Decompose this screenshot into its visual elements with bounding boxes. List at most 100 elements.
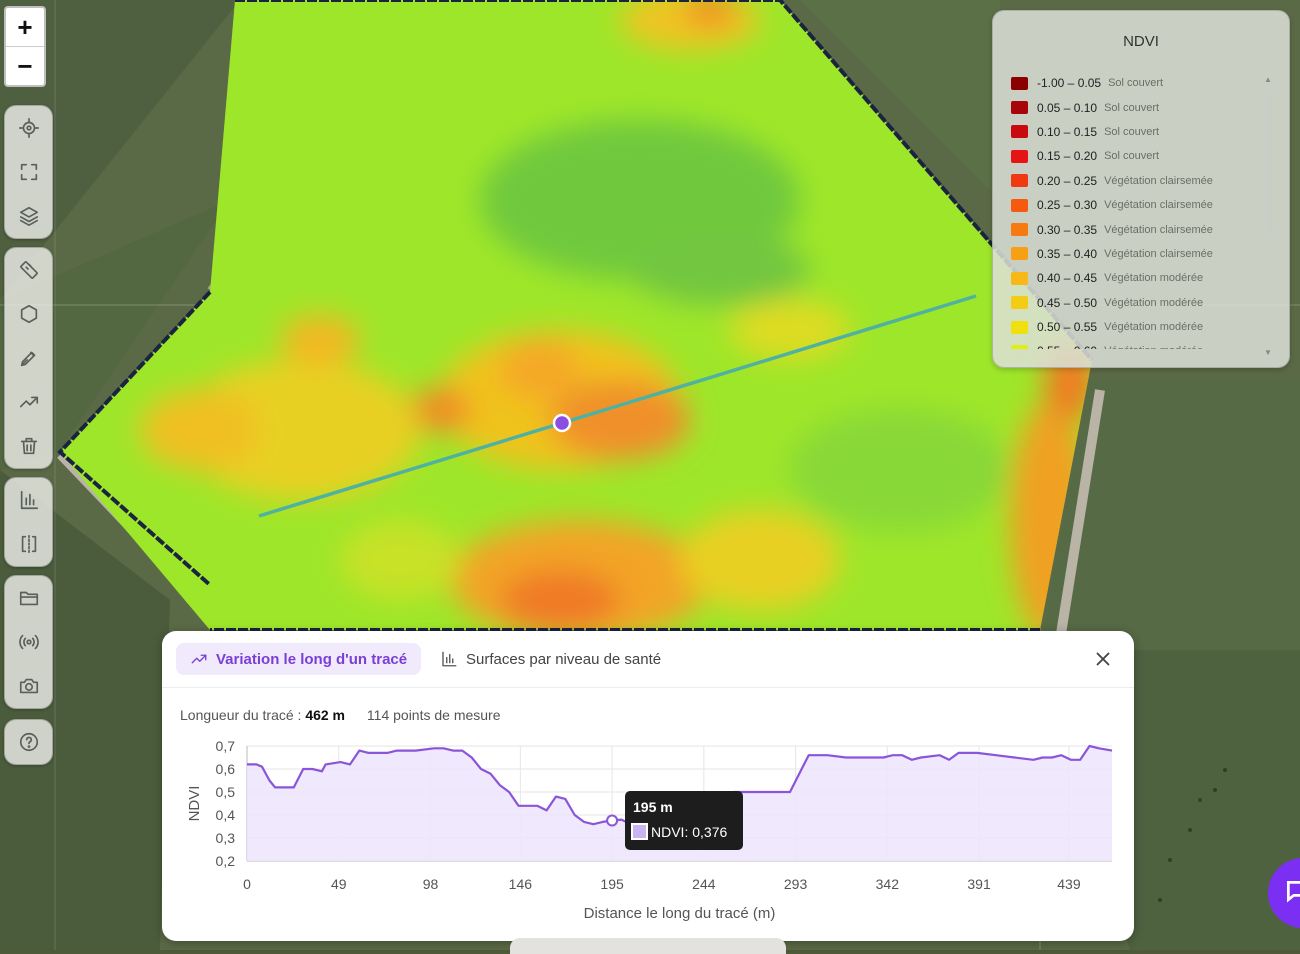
legend-range: 0.15 – 0.20 [1037, 149, 1098, 164]
tab-health-surfaces[interactable]: Surfaces par niveau de santé [426, 643, 675, 675]
legend-range: 0.20 – 0.25 [1037, 173, 1098, 188]
close-button[interactable] [1092, 648, 1114, 670]
compare-button[interactable] [5, 522, 52, 566]
legend-swatch [1011, 320, 1028, 334]
x-tick-label: 244 [692, 876, 716, 892]
legend-swatch [1011, 76, 1028, 90]
x-tick-label: 342 [876, 876, 900, 892]
legend-range: 0.45 – 0.50 [1037, 295, 1098, 310]
legend-range: 0.30 – 0.35 [1037, 222, 1098, 237]
locate-button[interactable] [5, 106, 52, 150]
ndvi-legend: NDVI -1.00 – 0.05 Sol couvert 0.05 – 0.10 S… [992, 10, 1290, 368]
pen-icon [20, 351, 35, 367]
fullscreen-button[interactable] [5, 150, 52, 194]
legend-item: 0.50 – 0.55 Végétation modérée [1011, 315, 1251, 339]
legend-label: Sol couvert [1104, 101, 1160, 114]
x-tick-label: 293 [784, 876, 808, 892]
zoom-in-button[interactable]: + [6, 8, 44, 47]
legend-range: 0.50 – 0.55 [1037, 320, 1098, 335]
legend-swatch [1011, 174, 1028, 188]
legend-label: Végétation modérée [1104, 321, 1204, 334]
help-button[interactable] [5, 720, 52, 764]
legend-title: NDVI [1123, 33, 1159, 50]
transect-button[interactable] [5, 380, 52, 424]
bar-chart-icon [442, 651, 457, 667]
layers-button[interactable] [5, 194, 52, 238]
x-tick-label: 146 [509, 876, 533, 892]
x-tick-label: 0 [243, 876, 251, 892]
legend-swatch [1011, 296, 1028, 310]
polygon-icon [20, 304, 37, 324]
legend-label: Végétation modérée [1104, 296, 1204, 309]
legend-item: 0.45 – 0.50 Végétation modérée [1011, 291, 1251, 315]
legend-range: 0.05 – 0.10 [1037, 100, 1098, 115]
analysis-panel: Variation le long d'un tracé Surfaces pa… [162, 631, 1134, 941]
x-tick-label: 391 [967, 876, 991, 892]
points-count: 114 points de mesure [366, 707, 501, 723]
scroll-up-arrow-icon[interactable]: ▲ [1264, 75, 1272, 84]
y-axis-title: NDVI [186, 786, 203, 822]
legend-scrollbar[interactable]: ▲ ▼ [1263, 75, 1273, 357]
legend-range: 0.10 – 0.15 [1037, 124, 1098, 139]
toolbar-help-group [4, 719, 53, 765]
legend-label: Sol couvert [1104, 150, 1160, 163]
measure-button[interactable] [5, 248, 52, 292]
close-icon [1096, 652, 1110, 666]
legend-swatch [1011, 125, 1028, 139]
legend-label: Végétation clairsemée [1104, 223, 1213, 236]
legend-range: 0.35 – 0.40 [1037, 246, 1098, 261]
length-label: Longueur du tracé : [180, 707, 302, 723]
panel-tabs: Variation le long d'un tracé Surfaces pa… [162, 631, 1134, 688]
y-tick-label: 0,7 [216, 738, 236, 754]
open-file-button[interactable] [5, 576, 52, 620]
locate-icon [18, 118, 39, 138]
bar-chart-icon [20, 490, 38, 510]
trash-icon [20, 437, 37, 455]
scroll-down-arrow-icon[interactable]: ▼ [1264, 348, 1272, 357]
legend-label: Végétation clairsemée [1104, 174, 1213, 187]
broadcast-icon [18, 634, 39, 650]
length-value: 462 m [305, 707, 346, 723]
polygon-button[interactable] [5, 292, 52, 336]
legend-swatch [1011, 101, 1028, 115]
y-tick-label: 0,5 [216, 784, 236, 800]
toolbar-view-group [4, 105, 53, 239]
zoom-out-button[interactable]: − [17, 50, 33, 81]
legend-item: 0.05 – 0.10 Sol couvert [1011, 95, 1251, 119]
statistics-button[interactable] [5, 478, 52, 522]
series-swatch [631, 823, 648, 840]
tooltip-value: NDVI: 0,376 [651, 823, 728, 840]
y-tick-label: 0,3 [216, 830, 236, 846]
legend-item: 0.20 – 0.25 Végétation clairsemée [1011, 169, 1251, 193]
camera-icon [19, 678, 38, 694]
bottom-drawer-handle[interactable] [510, 938, 786, 954]
y-tick-label: 0,6 [216, 761, 236, 777]
highlight-point [606, 814, 619, 827]
legend-list[interactable]: -1.00 – 0.05 Sol couvert 0.05 – 0.10 Sol co… [1011, 71, 1251, 349]
live-data-button[interactable] [5, 620, 52, 664]
screenshot-button[interactable] [5, 664, 52, 708]
toolbar-data-group [4, 575, 53, 709]
tab-label: Variation le long d'un tracé [216, 650, 408, 668]
toolbar-analysis-group [4, 477, 53, 567]
tooltip-value-row: NDVI: 0,376 [631, 823, 727, 840]
legend-item: 0.55 – 0.60 Végétation modérée [1011, 339, 1251, 349]
series-area [247, 746, 1112, 861]
tab-transect-variation[interactable]: Variation le long d'un tracé [176, 643, 422, 675]
x-tick-label: 98 [423, 876, 439, 892]
scroll-thumb[interactable] [1266, 93, 1272, 233]
legend-swatch [1011, 271, 1028, 285]
y-tick-label: 0,2 [216, 853, 236, 869]
chat-icon [1286, 880, 1300, 903]
fullscreen-icon [20, 163, 37, 181]
legend-item: 0.15 – 0.20 Sol couvert [1011, 144, 1251, 168]
trend-line-icon [191, 654, 207, 664]
draw-button[interactable] [5, 336, 52, 380]
legend-swatch [1011, 223, 1028, 237]
compare-icon [21, 534, 36, 554]
tab-label: Surfaces par niveau de santé [466, 650, 662, 668]
delete-button[interactable] [5, 424, 52, 468]
ndvi-profile-chart[interactable]: 0,2 0,3 0,4 0,5 0,6 0,7 0 49 98 146 195 244 293 342 39… [162, 731, 1134, 936]
help-icon [19, 732, 38, 752]
legend-label: Sol couvert [1104, 125, 1160, 138]
